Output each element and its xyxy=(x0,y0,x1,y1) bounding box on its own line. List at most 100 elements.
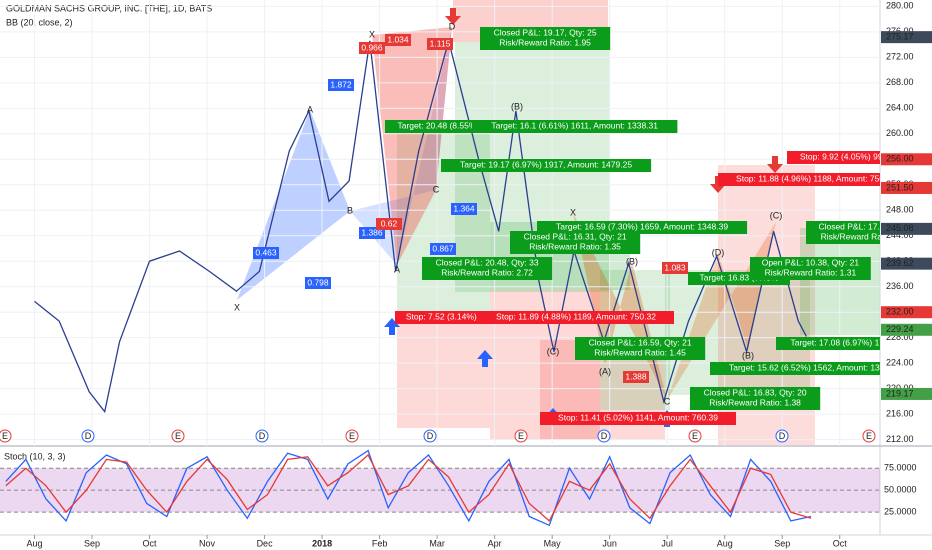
trade-annotation: Risk/Reward Ratio: 1.38 xyxy=(709,397,801,407)
y-tick-label: 268.00 xyxy=(886,77,914,87)
trade-annotation-bg xyxy=(575,337,706,360)
x-tick-label: Jun xyxy=(602,538,617,548)
trade-annotation-bg xyxy=(537,221,748,234)
event-label: E xyxy=(175,431,181,441)
price-tag xyxy=(881,31,932,44)
pattern-point-label: C xyxy=(433,184,440,194)
trade-annotation: Stop: 11.41 (5.02%) 1141, Amount: 760.39 xyxy=(558,412,718,422)
price-tag xyxy=(881,387,932,400)
trade-annotation: Target: 15.62 (6.52%) 1562, Amount: 1328… xyxy=(729,362,901,372)
event-label: D xyxy=(259,431,266,441)
y-tick-label: 228.00 xyxy=(886,332,914,342)
trade-annotation: Risk/Reward Ratio: 1.35 xyxy=(529,241,621,251)
trade-annotation: Open P&L: 10.38, Qty: 21 xyxy=(762,257,860,267)
price-tag-label: 251.50 xyxy=(886,182,914,192)
y-tick-label: 264.00 xyxy=(886,103,914,113)
trade-annotation: Risk/Reward Ratio: 2.72 xyxy=(441,267,533,277)
price-tag xyxy=(881,222,932,235)
price-line xyxy=(5,449,812,527)
trade-annotation: Closed P&L: 16.83, Qty: 20 xyxy=(704,387,807,397)
price-tag-label: 232.00 xyxy=(886,307,914,317)
x-tick-label: Nov xyxy=(199,538,216,548)
x-tick-label: Sep xyxy=(84,538,100,548)
event-label: D xyxy=(601,431,608,441)
ratio-label-bg xyxy=(430,243,456,255)
y-tick-label: 236.00 xyxy=(886,281,914,291)
event-marker xyxy=(171,429,185,443)
trade-annotation-bg xyxy=(787,151,880,164)
event-label: D xyxy=(427,431,434,441)
ratio-label: 1.388 xyxy=(625,371,647,381)
entry-arrow xyxy=(477,350,493,367)
price-tag xyxy=(881,306,932,319)
y-tick-label: 248.00 xyxy=(886,205,914,215)
stoch-label: Stoch (10, 3, 3) xyxy=(4,451,66,461)
price-tag-label: 256.00 xyxy=(886,154,914,164)
ratio-label-bg xyxy=(623,371,649,383)
trade-annotation-bg xyxy=(690,387,821,410)
trade-annotation-bg xyxy=(540,412,736,425)
price-tag-label: 239.62 xyxy=(886,258,914,268)
event-marker xyxy=(862,429,876,443)
ratio-label-bg xyxy=(427,38,453,50)
trade-annotation: Risk/Reward Ratio: 1.95 xyxy=(499,37,591,47)
ratio-label-bg xyxy=(376,218,402,230)
ratio-label: 0.966 xyxy=(361,42,383,52)
price-tag xyxy=(881,323,932,336)
pattern-point-label: (D) xyxy=(712,247,725,257)
y-tick-label: 272.00 xyxy=(886,52,914,62)
pattern-point-label: (B) xyxy=(742,350,754,360)
pattern-point-label: (C) xyxy=(547,346,560,356)
x-tick-label: Jul xyxy=(661,538,673,548)
ratio-label-bg xyxy=(359,42,385,54)
trade-annotation: Risk/Reward Ratio: 1.7 xyxy=(821,231,908,241)
y-tick-label: 224.00 xyxy=(886,358,914,368)
ratio-label: 0.62 xyxy=(381,218,398,228)
trade-annotation: Stop: 11.88 (4.96%) 1188, Amount: 750.52 xyxy=(736,173,896,183)
event-label: E xyxy=(866,431,872,441)
trade-annotation: Target: 16.59 (7.30%) 1659, Amount: 1348… xyxy=(556,221,728,231)
event-marker xyxy=(423,429,437,443)
event-marker xyxy=(0,429,12,443)
trade-annotation-bg xyxy=(472,120,678,133)
trade-annotation: Target: 16.1 (6.61%) 1611, Amount: 1338.… xyxy=(491,120,658,130)
event-marker xyxy=(688,429,702,443)
ratio-label: 0.798 xyxy=(307,277,329,287)
trade-annotation-bg xyxy=(395,311,488,324)
x-tick-label: Aug xyxy=(717,538,733,548)
pattern-point-label: X xyxy=(570,207,576,217)
event-marker xyxy=(597,429,611,443)
price-line xyxy=(5,453,812,522)
y-tick-label: 212.00 xyxy=(886,434,914,444)
event-marker xyxy=(514,429,528,443)
trade-annotation: Closed P&L: 17.08, Qty: xyxy=(818,221,909,231)
trade-annotation: Target: 17.08 (6.97%) 1708, Amo xyxy=(790,337,915,347)
x-tick-label: Oct xyxy=(833,538,848,548)
trade-annotation-bg xyxy=(422,257,553,280)
entry-arrow xyxy=(384,318,400,335)
trade-annotation: Closed P&L: 16.59, Qty: 21 xyxy=(589,337,692,347)
ratio-label: 1.034 xyxy=(387,34,409,44)
ratio-label-bg xyxy=(253,247,279,259)
trade-annotation: Target: 19.17 (6.97%) 1917, Amount: 1479… xyxy=(460,159,632,169)
trade-annotation-bg xyxy=(510,231,641,254)
trade-annotation-bg xyxy=(478,311,674,324)
event-label: E xyxy=(2,431,8,441)
ratio-label: 1.083 xyxy=(664,262,686,272)
price-tag-label: 245.08 xyxy=(886,223,914,233)
ratio-label: 0.463 xyxy=(255,247,277,257)
event-label: E xyxy=(518,431,524,441)
ratio-label: 1.115 xyxy=(430,38,451,48)
trade-annotation: Target: 20.48 (8.55%) xyxy=(397,120,479,130)
main-pane: X A B X A C D (B) (C) X (A) (B) C (D) (B) (C) 1.872 0.463… xyxy=(0,0,915,446)
ratio-label-bg xyxy=(451,203,477,215)
trade-annotation: Stop: 9.92 (4.05%) 992, Amo xyxy=(800,151,909,161)
pattern-point-label: (B) xyxy=(626,256,638,266)
x-tick-label: Apr xyxy=(488,538,502,548)
price-tag xyxy=(881,153,932,166)
pattern-point-label: C xyxy=(664,396,671,406)
ratio-label-bg xyxy=(662,262,688,274)
y-tick-label: 25.0000 xyxy=(884,507,917,517)
pattern-point-label: X xyxy=(369,29,375,39)
event-marker xyxy=(255,429,269,443)
